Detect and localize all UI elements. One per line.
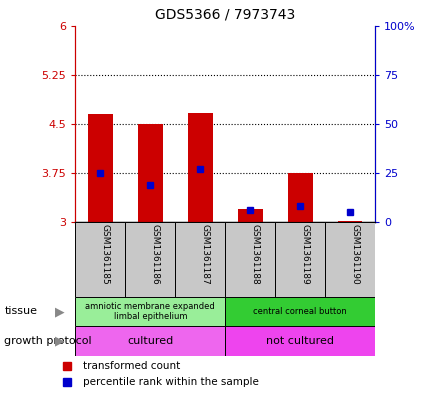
Text: GSM1361185: GSM1361185 xyxy=(100,224,109,285)
Bar xyxy=(75,297,224,326)
Text: GSM1361190: GSM1361190 xyxy=(349,224,358,285)
Bar xyxy=(324,222,374,297)
Text: ▶: ▶ xyxy=(55,334,64,347)
Title: GDS5366 / 7973743: GDS5366 / 7973743 xyxy=(155,7,295,22)
Bar xyxy=(287,173,312,222)
Text: central corneal button: central corneal button xyxy=(252,307,346,316)
Text: not cultured: not cultured xyxy=(265,336,333,346)
Bar xyxy=(237,209,262,222)
Text: percentile rank within the sample: percentile rank within the sample xyxy=(83,377,258,387)
Bar xyxy=(224,297,374,326)
Bar xyxy=(125,222,175,297)
Text: GSM1361189: GSM1361189 xyxy=(299,224,308,285)
Text: growth protocol: growth protocol xyxy=(4,336,92,346)
Bar xyxy=(75,222,125,297)
Bar xyxy=(224,326,374,356)
Bar xyxy=(337,221,362,222)
Text: amniotic membrane expanded
limbal epithelium: amniotic membrane expanded limbal epithe… xyxy=(85,302,215,321)
Bar xyxy=(75,326,224,356)
Text: GSM1361186: GSM1361186 xyxy=(150,224,159,285)
Bar xyxy=(187,113,212,222)
Bar xyxy=(175,222,224,297)
Bar xyxy=(138,124,163,222)
Bar xyxy=(274,222,324,297)
Text: ▶: ▶ xyxy=(55,305,64,318)
Text: tissue: tissue xyxy=(4,307,37,316)
Text: GSM1361187: GSM1361187 xyxy=(200,224,209,285)
Text: transformed count: transformed count xyxy=(83,360,180,371)
Text: GSM1361188: GSM1361188 xyxy=(249,224,258,285)
Bar xyxy=(88,114,113,222)
Text: cultured: cultured xyxy=(127,336,173,346)
Bar xyxy=(224,222,274,297)
